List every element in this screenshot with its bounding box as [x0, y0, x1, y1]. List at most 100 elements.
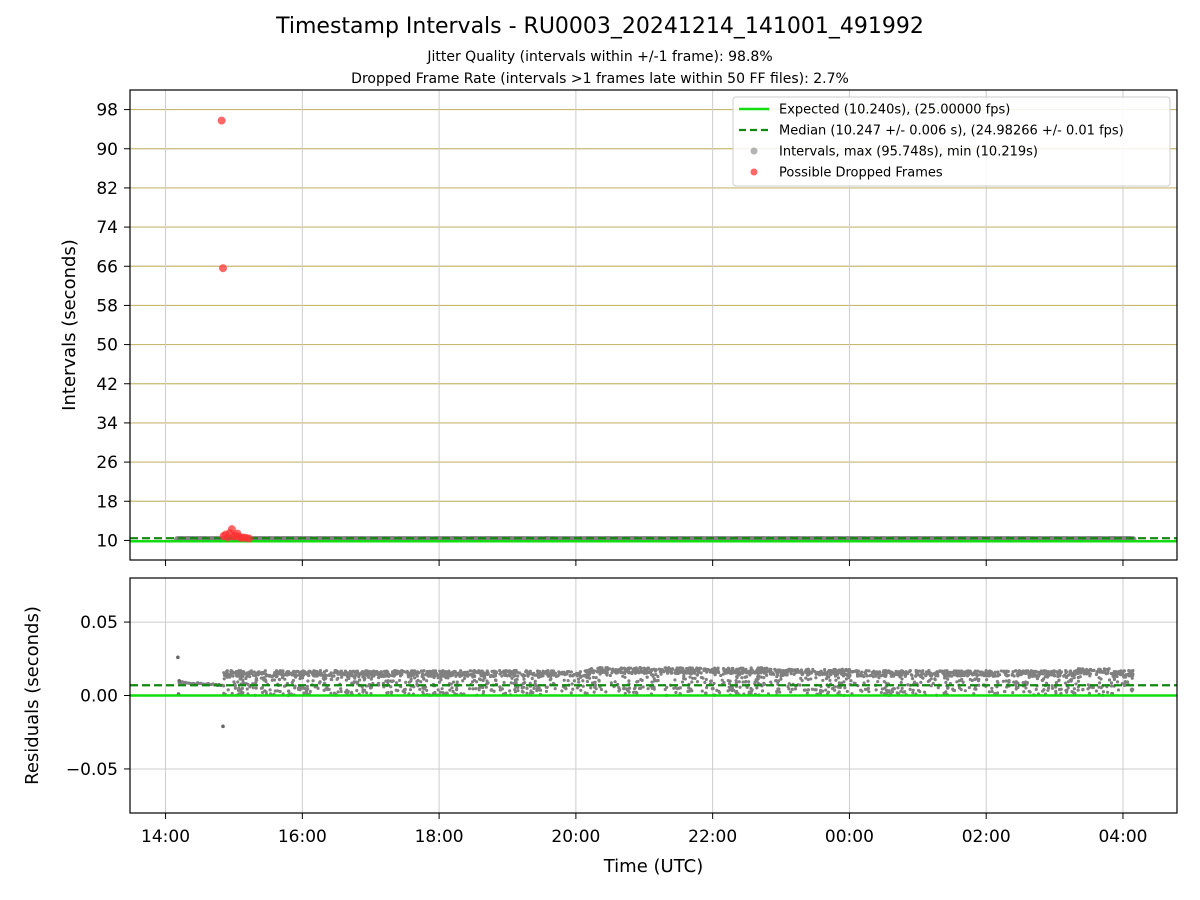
residual-point: [823, 672, 827, 676]
residual-point: [665, 685, 669, 689]
residual-point: [240, 673, 244, 677]
residual-point: [847, 670, 851, 674]
residual-point: [901, 669, 905, 673]
residual-point: [1044, 669, 1048, 673]
residual-point: [414, 670, 418, 674]
residual-point: [355, 688, 359, 693]
residual-point: [576, 677, 581, 681]
residual-point: [599, 687, 604, 692]
residual-point: [789, 671, 793, 675]
residual-point: [641, 685, 645, 689]
residual-point: [557, 670, 561, 674]
residual-point: [678, 686, 683, 690]
residual-point: [824, 677, 829, 681]
residual-point: [430, 669, 434, 673]
xtick-label: 02:00: [962, 827, 1011, 847]
residual-point: [358, 678, 362, 682]
residual-point: [883, 686, 887, 690]
residual-point: [899, 689, 903, 693]
residual-point: [975, 673, 979, 678]
residual-point: [1074, 669, 1078, 673]
residual-point: [706, 667, 710, 672]
residual-point: [673, 678, 677, 682]
residual-point: [1125, 680, 1130, 684]
bottom-ytick-label: 0.05: [80, 613, 118, 633]
residual-point: [596, 666, 600, 671]
residual-point: [492, 689, 496, 693]
residual-point: [762, 676, 766, 680]
residual-point: [336, 690, 340, 694]
residual-point: [976, 669, 980, 673]
residual-point: [786, 684, 790, 689]
residual-point: [1114, 672, 1119, 676]
residual-point: [225, 671, 229, 676]
residual-point: [287, 689, 291, 693]
residual-point: [1094, 689, 1099, 693]
residual-point: [858, 674, 862, 678]
residual-point: [1044, 681, 1049, 685]
residual-point: [522, 673, 526, 677]
residual-point: [489, 673, 494, 677]
residual-point: [575, 686, 580, 690]
residual-point: [1112, 677, 1117, 682]
residual-point: [933, 678, 937, 682]
residual-point: [316, 686, 320, 690]
residual-point: [640, 678, 644, 682]
top-ylabel: Intervals (seconds): [59, 239, 80, 411]
residual-point: [903, 690, 907, 694]
residual-point: [562, 678, 566, 682]
residual-point: [369, 677, 373, 681]
residual-point: [734, 681, 738, 685]
residual-point: [931, 681, 935, 686]
residual-point: [515, 677, 519, 681]
residual-point: [753, 680, 757, 684]
residual-point: [419, 669, 424, 673]
residual-point: [941, 670, 945, 674]
residual-point: [862, 681, 866, 685]
residual-point: [350, 671, 354, 675]
residual-point: [581, 684, 585, 688]
residual-point: [768, 672, 772, 676]
residual-point: [785, 673, 789, 677]
residual-point: [241, 678, 245, 682]
residual-point: [749, 668, 753, 673]
residual-point: [1130, 676, 1134, 680]
residual-point: [929, 684, 933, 688]
residual-point: [306, 687, 310, 691]
residual-point: [273, 673, 277, 677]
residual-point: [824, 688, 828, 692]
residual-point: [735, 675, 739, 679]
residual-point: [689, 668, 694, 672]
residual-point: [1046, 688, 1050, 692]
residual-point: [451, 689, 455, 693]
residual-point: [229, 668, 233, 673]
residual-point: [889, 672, 893, 676]
residual-point: [544, 689, 549, 694]
residual-point: [682, 674, 686, 678]
residual-point: [291, 670, 296, 674]
residual-point: [511, 670, 516, 674]
residual-point: [339, 689, 343, 694]
residual-point: [550, 669, 554, 673]
residual-point: [1097, 676, 1101, 680]
residual-point: [284, 671, 288, 675]
residual-point: [355, 671, 360, 675]
residual-point: [1014, 687, 1018, 691]
residual-point: [794, 670, 798, 675]
residual-point: [298, 676, 302, 681]
residual-point: [579, 688, 583, 692]
residual-point: [867, 690, 871, 694]
residual-point: [1011, 691, 1015, 695]
residual-point: [301, 686, 306, 690]
residual-point: [335, 677, 339, 682]
residual-point: [967, 685, 971, 690]
xtick-label: 20:00: [551, 827, 600, 847]
residual-point: [892, 687, 897, 691]
residual-point: [609, 681, 613, 685]
xtick-label: 22:00: [688, 827, 737, 847]
top-ytick-label: 82: [96, 179, 118, 199]
residual-point: [587, 672, 591, 677]
residual-point: [318, 680, 322, 684]
residual-point: [726, 666, 730, 670]
residual-point: [516, 689, 520, 693]
